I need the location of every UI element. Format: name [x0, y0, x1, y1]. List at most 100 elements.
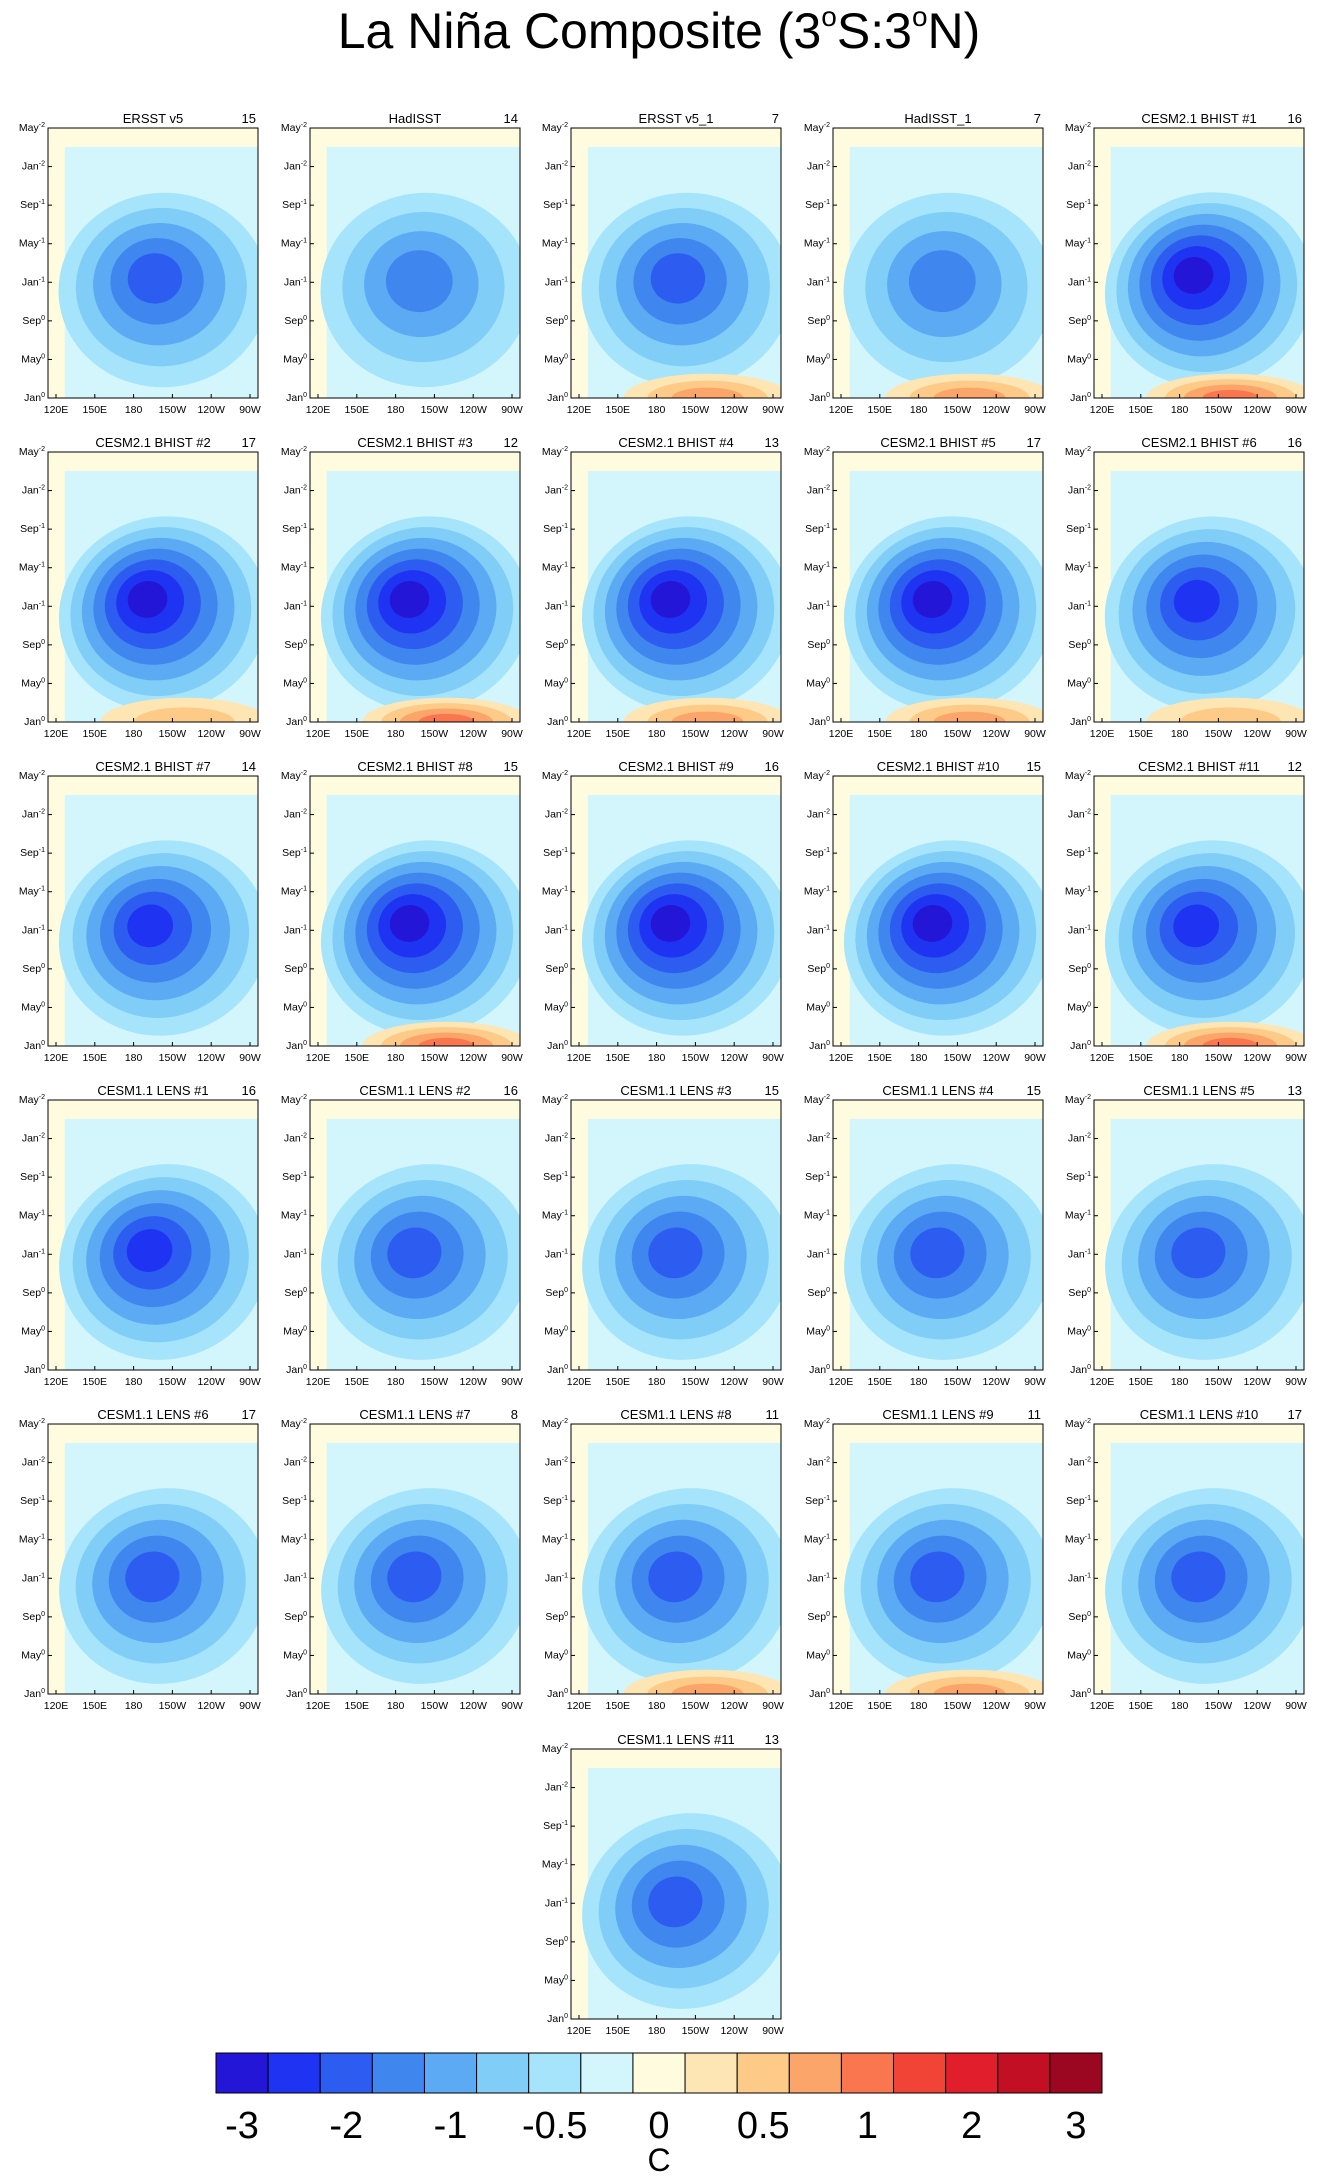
- x-tick-label: 180: [1171, 728, 1189, 740]
- y-tick-label: Jan-2: [545, 809, 568, 821]
- y-tick-label: Jan-2: [284, 161, 307, 173]
- warm-edge: [833, 452, 850, 722]
- colorbar-tick-label: 1: [857, 2105, 878, 2147]
- x-tick-label: 150W: [159, 728, 187, 740]
- x-tick-label: 150W: [682, 1052, 710, 1064]
- y-tick-label: Sep-1: [805, 1495, 830, 1507]
- y-tick-label: Sep0: [22, 1611, 45, 1623]
- x-tick-label: 120E: [829, 728, 854, 740]
- y-tick-label: Jan-2: [545, 485, 568, 497]
- panel-grid: Jan0 May0 Sep0 Jan-1 May-1 Sep-1 Jan-2 May-2 120…: [19, 111, 1307, 2037]
- panel-title: CESM1.1 LENS #4: [882, 1083, 993, 1098]
- colorbar-swatch: [371, 2052, 425, 2094]
- y-tick-label: May0: [1067, 1649, 1091, 1661]
- colorbar-swatch: [840, 2052, 895, 2094]
- panel-frame: [309, 451, 521, 723]
- x-tick-label: 120E: [567, 1376, 592, 1388]
- x-tick-label: 90W: [1024, 1700, 1046, 1712]
- y-tick-label: Sep0: [284, 639, 307, 651]
- x-tick-label: 150W: [944, 1700, 972, 1712]
- x-tick-label: 90W: [239, 1376, 261, 1388]
- colorbar-tick-label: 0.5: [737, 2105, 790, 2147]
- y-tick-label: Sep-1: [805, 847, 830, 859]
- y-tick-label: Sep0: [284, 1287, 307, 1299]
- warm-edge: [1094, 776, 1304, 795]
- y-tick-label: Sep-1: [543, 523, 568, 535]
- y-tick-label: Sep0: [545, 1936, 568, 1948]
- y-tick-label: May-2: [19, 122, 45, 134]
- x-tick-label: 120W: [1243, 1700, 1271, 1712]
- x-tick-label: 150E: [1129, 1052, 1154, 1064]
- y-tick-label: Jan-2: [1068, 809, 1091, 821]
- panel-event-count: 16: [1288, 435, 1302, 450]
- cold-anomaly-contour: [1173, 904, 1220, 948]
- y-tick-label: Jan-1: [545, 1248, 568, 1260]
- y-tick-label: Jan-1: [545, 924, 568, 936]
- cold-anomaly-contour: [650, 580, 691, 618]
- y-tick-label: Jan0: [24, 1040, 45, 1052]
- y-tick-label: Jan-2: [807, 1133, 830, 1145]
- x-tick-label: 120E: [829, 1700, 854, 1712]
- y-tick-label: May0: [21, 1325, 45, 1337]
- colorbar-swatch: [528, 2052, 582, 2094]
- panel-event-count: 13: [765, 435, 779, 450]
- warm-edge: [571, 776, 781, 795]
- x-tick-label: 150E: [1129, 728, 1154, 740]
- y-tick-label: Jan-1: [807, 600, 830, 612]
- warm-edge: [571, 1424, 588, 1694]
- y-tick-label: Sep0: [1068, 1287, 1091, 1299]
- x-tick-label: 90W: [501, 1700, 523, 1712]
- y-tick-label: May-2: [804, 446, 830, 458]
- y-tick-label: May-1: [542, 562, 568, 574]
- y-tick-label: May-2: [1065, 1418, 1091, 1430]
- x-tick-label: 120W: [720, 404, 748, 416]
- y-tick-label: Sep0: [807, 639, 830, 651]
- panel-frame: [1093, 1423, 1305, 1695]
- panel-25: Jan0 May0 Sep0 Jan-1 May-1 Sep-1 Jan-2 May-2 120…: [1065, 1407, 1307, 1712]
- cold-anomaly-contour: [908, 250, 976, 313]
- panel-event-count: 14: [242, 759, 256, 774]
- x-tick-label: 90W: [1285, 1700, 1307, 1712]
- y-tick-label: Jan0: [1070, 1688, 1091, 1700]
- y-tick-label: May-1: [542, 1534, 568, 1546]
- colorbar-swatch: [267, 2052, 321, 2094]
- cold-anomaly-contour: [1173, 579, 1220, 623]
- y-tick-label: May0: [21, 1001, 45, 1013]
- y-tick-label: May-2: [542, 770, 568, 782]
- x-tick-label: 150E: [606, 1376, 631, 1388]
- warm-anomaly-contour: [671, 387, 744, 398]
- y-tick-label: Sep-1: [805, 523, 830, 535]
- x-tick-label: 120W: [459, 1376, 487, 1388]
- y-tick-label: Jan-1: [807, 276, 830, 288]
- y-tick-label: May-2: [281, 446, 307, 458]
- panel-frame: [570, 1099, 782, 1371]
- y-tick-label: Sep-1: [1066, 847, 1091, 859]
- y-tick-label: May0: [283, 353, 307, 365]
- y-tick-label: Jan-1: [807, 1572, 830, 1584]
- cold-anomaly-contour: [648, 1227, 703, 1279]
- colorbar-tick-label: -2: [329, 2105, 363, 2147]
- x-tick-label: 150W: [421, 404, 449, 416]
- x-tick-label: 180: [648, 1052, 666, 1064]
- y-tick-label: Sep0: [545, 1287, 568, 1299]
- y-tick-label: May-1: [542, 238, 568, 250]
- y-tick-label: May0: [1067, 1325, 1091, 1337]
- panel-event-count: 16: [504, 1083, 518, 1098]
- y-tick-label: May0: [806, 353, 830, 365]
- colorbar-swatch: [632, 2052, 686, 2094]
- y-tick-label: Jan-1: [807, 924, 830, 936]
- y-tick-label: Jan-1: [284, 600, 307, 612]
- warm-edge: [1094, 128, 1111, 398]
- warm-edge: [833, 776, 850, 1046]
- warm-edge: [833, 128, 1043, 147]
- y-tick-label: May-1: [542, 1210, 568, 1222]
- panel-title: CESM2.1 BHIST #9: [618, 759, 733, 774]
- panel-event-count: 17: [1288, 1407, 1302, 1422]
- y-tick-label: May-1: [281, 238, 307, 250]
- x-tick-label: 150W: [159, 404, 187, 416]
- panel-frame: [1093, 775, 1305, 1047]
- y-tick-label: Jan-1: [22, 600, 45, 612]
- y-tick-label: Jan-1: [1068, 1248, 1091, 1260]
- x-tick-label: 150W: [944, 728, 972, 740]
- y-tick-label: Jan-2: [1068, 161, 1091, 173]
